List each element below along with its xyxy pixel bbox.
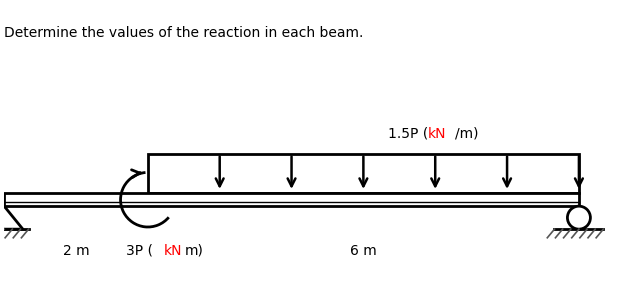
Text: kN: kN	[163, 244, 182, 258]
Text: 2 m: 2 m	[63, 244, 89, 258]
Circle shape	[568, 206, 591, 229]
Text: m): m)	[185, 244, 204, 258]
Text: kN: kN	[428, 127, 446, 141]
Bar	[4, 193, 579, 206]
Text: /m): /m)	[456, 127, 479, 141]
Text: 3P (: 3P (	[126, 244, 154, 258]
Text: 1.5P (: 1.5P (	[387, 127, 428, 141]
Bar	[148, 154, 579, 193]
Text: Determine the values of the reaction in each beam.: Determine the values of the reaction in …	[4, 26, 363, 40]
Polygon shape	[0, 206, 23, 229]
Text: 6 m: 6 m	[350, 244, 377, 258]
